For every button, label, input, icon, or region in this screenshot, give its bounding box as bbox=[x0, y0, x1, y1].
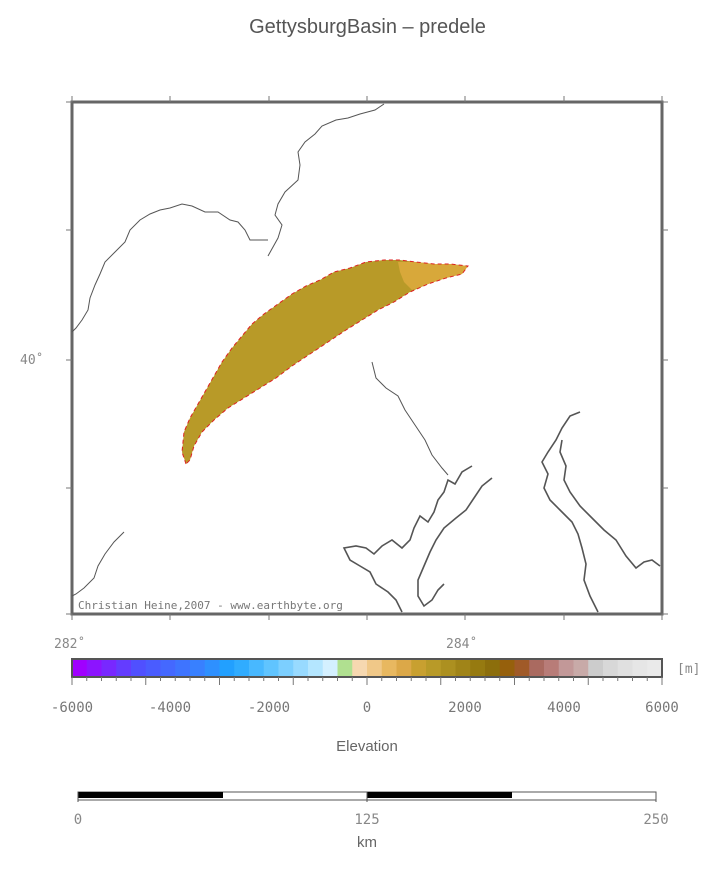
basin-polygon bbox=[181, 259, 469, 465]
colorbar bbox=[72, 660, 663, 676]
colorbar-cell bbox=[617, 660, 633, 676]
border-line-west bbox=[71, 203, 268, 333]
colorbar-cell bbox=[278, 660, 294, 676]
lat-label-40: 40˚ bbox=[20, 353, 44, 368]
lon-label-284: 284˚ bbox=[446, 637, 478, 652]
colorbar-cell bbox=[529, 660, 545, 676]
colorbar-cell bbox=[308, 660, 324, 676]
frame-ticks bbox=[66, 96, 668, 620]
colorbar-cell bbox=[367, 660, 383, 676]
colorbar-tick-label: 2000 bbox=[448, 700, 482, 716]
colorbar-cell bbox=[440, 660, 456, 676]
colorbar-cell bbox=[632, 660, 648, 676]
colorbar-cell bbox=[175, 660, 191, 676]
colorbar-cell bbox=[160, 660, 176, 676]
colorbar-tick-label: -4000 bbox=[148, 700, 192, 716]
lon-label-282: 282˚ bbox=[54, 637, 86, 652]
scale-bar bbox=[77, 791, 657, 802]
basin-outline bbox=[181, 259, 469, 465]
colorbar-cell bbox=[426, 660, 442, 676]
colorbar-cell bbox=[145, 660, 161, 676]
colorbar-cell bbox=[72, 660, 88, 676]
colorbar-cell bbox=[588, 660, 604, 676]
colorbar-cell bbox=[470, 660, 486, 676]
colorbar-cell bbox=[647, 660, 663, 676]
colorbar-cell bbox=[204, 660, 220, 676]
colorbar-ticks bbox=[71, 677, 663, 685]
colorbar-cell bbox=[337, 660, 353, 676]
colorbar-unit: [m] bbox=[677, 662, 701, 677]
colorbar-label: Elevation bbox=[336, 738, 398, 755]
colorbar-cell bbox=[499, 660, 515, 676]
colorbar-cell bbox=[396, 660, 412, 676]
border-line-southwest bbox=[71, 531, 125, 597]
scalebar-tick-label: 0 bbox=[73, 812, 83, 828]
colorbar-cell bbox=[249, 660, 265, 676]
basin-fill bbox=[182, 260, 468, 464]
coastlines bbox=[71, 103, 449, 597]
scalebar-tick-label: 250 bbox=[643, 812, 669, 828]
colorbar-cell bbox=[263, 660, 279, 676]
colorbar-cell bbox=[322, 660, 338, 676]
colorbar-tick-label: 6000 bbox=[645, 700, 679, 716]
colorbar-tick-label: -6000 bbox=[50, 700, 94, 716]
colorbar-cell bbox=[190, 660, 206, 676]
colorbar-cell bbox=[86, 660, 102, 676]
map-credit: Christian Heine,2007 - www.earthbyte.org bbox=[78, 599, 343, 612]
map-title: GettysburgBasin – predele bbox=[249, 16, 486, 38]
colorbar-cell bbox=[293, 660, 309, 676]
scalebar-unit: km bbox=[357, 834, 377, 851]
colorbar-cell bbox=[455, 660, 471, 676]
scalebar-tick-label: 125 bbox=[354, 812, 380, 828]
colorbar-cell bbox=[381, 660, 397, 676]
basin-fill-east bbox=[398, 262, 468, 290]
river-line bbox=[371, 361, 449, 476]
colorbar-tick-label: -2000 bbox=[247, 700, 291, 716]
colorbar-cell bbox=[131, 660, 147, 676]
colorbar-cell bbox=[116, 660, 132, 676]
colorbar-tick-label: 0 bbox=[362, 700, 372, 716]
colorbar-cell bbox=[219, 660, 235, 676]
bay-coastline bbox=[342, 411, 661, 613]
colorbar-cell bbox=[544, 660, 560, 676]
colorbar-cell bbox=[234, 660, 250, 676]
colorbar-cell bbox=[352, 660, 368, 676]
colorbar-cell bbox=[411, 660, 427, 676]
colorbar-cell bbox=[558, 660, 574, 676]
colorbar-tick-label: 4000 bbox=[547, 700, 581, 716]
map-frame bbox=[70, 100, 664, 616]
colorbar-cell bbox=[101, 660, 117, 676]
colorbar-cell bbox=[514, 660, 530, 676]
border-line-north bbox=[267, 103, 385, 257]
colorbar-cell bbox=[603, 660, 619, 676]
colorbar-cell bbox=[573, 660, 589, 676]
colorbar-cell bbox=[485, 660, 501, 676]
